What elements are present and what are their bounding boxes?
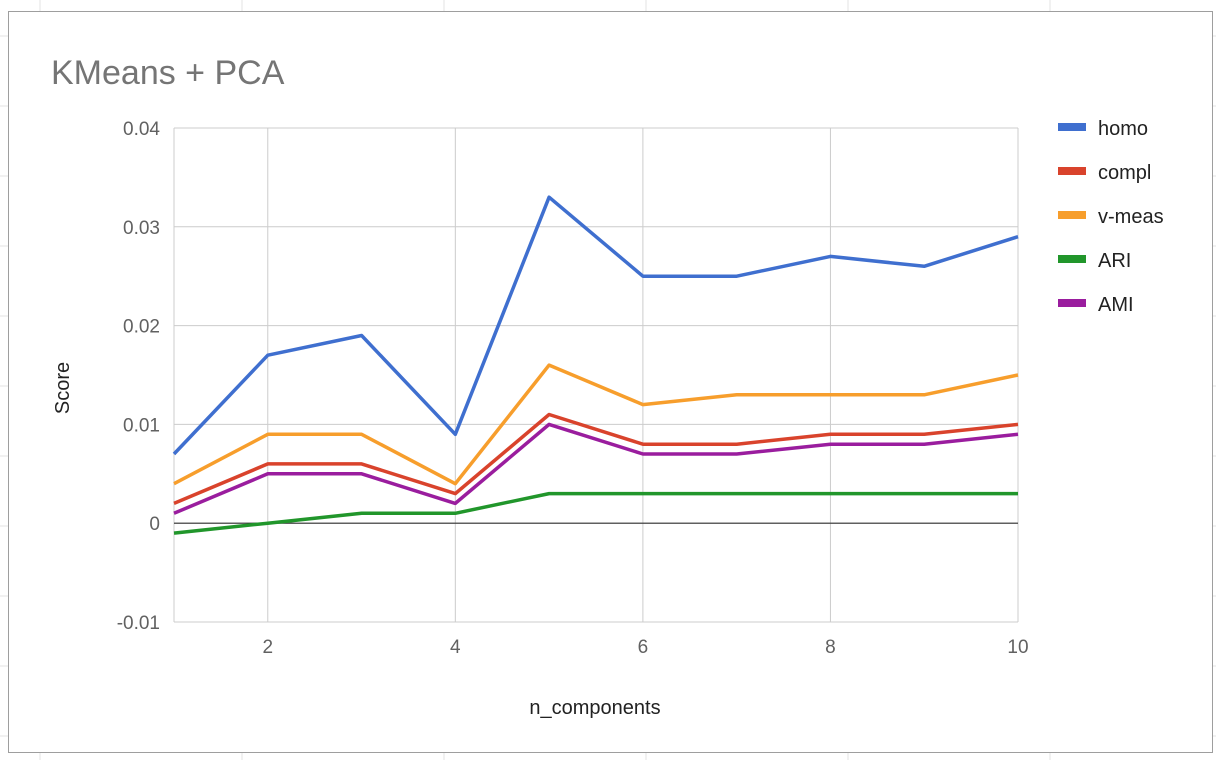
x-tick-label: 6 (638, 637, 649, 658)
legend-label: v-meas (1098, 206, 1164, 228)
legend-swatch (1058, 299, 1086, 307)
legend-swatch (1058, 123, 1086, 131)
series-line-v-meas[interactable] (173, 363, 1019, 486)
plot-gridlines (173, 127, 1019, 623)
chart-container[interactable]: KMeans + PCA 0.04 0.03 0.02 0.01 0 -0.01 2 4 6 8… (8, 11, 1213, 753)
y-axis-title: Score (52, 362, 74, 414)
legend-item-ari[interactable]: ARI (1058, 250, 1131, 272)
y-tick-label: 0.03 (123, 218, 160, 239)
chart-title: KMeans + PCA (51, 54, 285, 92)
legend-swatch (1058, 167, 1086, 175)
y-tick-label: 0.01 (123, 415, 160, 436)
legend-label: homo (1098, 118, 1148, 140)
y-tick-label: 0.02 (123, 317, 160, 338)
series-line-ari[interactable] (173, 491, 1018, 535)
legend-item-compl[interactable]: compl (1058, 162, 1151, 184)
series-line-ami[interactable] (173, 422, 1019, 515)
legend-label: compl (1098, 162, 1151, 184)
legend-item-homo[interactable]: homo (1058, 118, 1148, 140)
legend-swatch (1058, 255, 1086, 263)
x-tick-label: 4 (450, 637, 461, 658)
legend-item-v-meas[interactable]: v-meas (1058, 206, 1164, 228)
x-axis-title: n_components (529, 697, 660, 719)
x-tick-label: 8 (825, 637, 836, 658)
x-tick-label: 10 (1007, 637, 1028, 658)
series-line-compl[interactable] (173, 412, 1019, 506)
legend-item-ami[interactable]: AMI (1058, 294, 1134, 316)
series-line-homo[interactable] (172, 195, 1019, 456)
legend-swatch (1058, 211, 1086, 219)
x-tick-label: 2 (262, 637, 273, 658)
legend-label: AMI (1098, 294, 1134, 316)
y-tick-label: -0.01 (117, 613, 160, 634)
y-axis-ticks: 0.04 0.03 0.02 0.01 0 -0.01 (117, 119, 161, 634)
legend-label: ARI (1098, 250, 1131, 272)
legend: homo compl v-meas ARI AMI (1058, 118, 1164, 316)
y-tick-label: 0.04 (123, 119, 160, 140)
x-axis-ticks: 2 4 6 8 10 (262, 637, 1028, 658)
y-tick-label: 0 (149, 514, 160, 535)
line-chart: KMeans + PCA 0.04 0.03 0.02 0.01 0 -0.01 2 4 6 8… (51, 54, 1164, 719)
series-lines (172, 195, 1019, 535)
